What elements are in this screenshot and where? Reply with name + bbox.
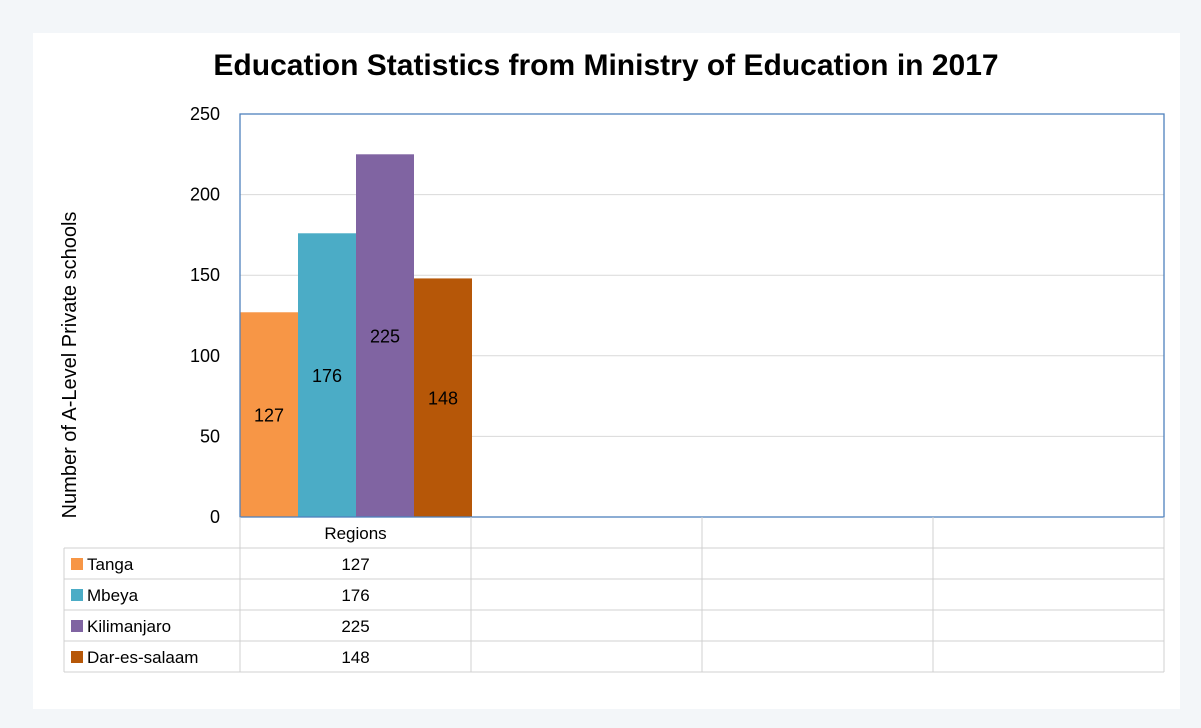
y-tick-label: 250 xyxy=(190,104,220,124)
table-cell: 148 xyxy=(341,648,369,667)
legend-key xyxy=(71,651,83,663)
data-labels: 127 176 225 148 xyxy=(254,327,458,426)
legend-label: Mbeya xyxy=(87,586,139,605)
data-label: 127 xyxy=(254,406,284,426)
chart-frame: Education Statistics from Ministry of Ed… xyxy=(33,33,1180,709)
table-cell: 127 xyxy=(341,555,369,574)
y-tick-label: 100 xyxy=(190,346,220,366)
y-tick-label: 50 xyxy=(200,426,220,446)
data-label: 148 xyxy=(428,389,458,409)
y-tick-label: 0 xyxy=(210,507,220,527)
y-axis-label: Number of A-Level Private schools xyxy=(59,212,81,519)
bar-mbeya xyxy=(298,233,356,517)
legend-key xyxy=(71,558,83,570)
legend-label: Tanga xyxy=(87,555,134,574)
legend-key xyxy=(71,589,83,601)
bars xyxy=(240,154,472,518)
data-label: 176 xyxy=(312,366,342,386)
table-cell: 225 xyxy=(341,617,369,636)
y-tick-label: 200 xyxy=(190,185,220,205)
bar-dar-es-salaam xyxy=(414,278,472,517)
bar-tanga xyxy=(240,312,298,517)
chart-svg: Education Statistics from Ministry of Ed… xyxy=(59,49,1165,673)
legend-key xyxy=(71,620,83,632)
bar-kilimanjaro xyxy=(356,154,414,518)
legend-label: Dar-es-salaam xyxy=(87,648,198,667)
data-label: 225 xyxy=(370,327,400,347)
data-table: Regions Tanga 127 Mbeya 176 Kilimanjaro 225 Dar… xyxy=(63,517,1165,673)
chart-title: Education Statistics from Ministry of Ed… xyxy=(213,49,998,82)
table-cell: 176 xyxy=(341,586,369,605)
category-label: Regions xyxy=(324,524,386,543)
y-tick-label: 150 xyxy=(190,265,220,285)
legend-label: Kilimanjaro xyxy=(87,617,171,636)
